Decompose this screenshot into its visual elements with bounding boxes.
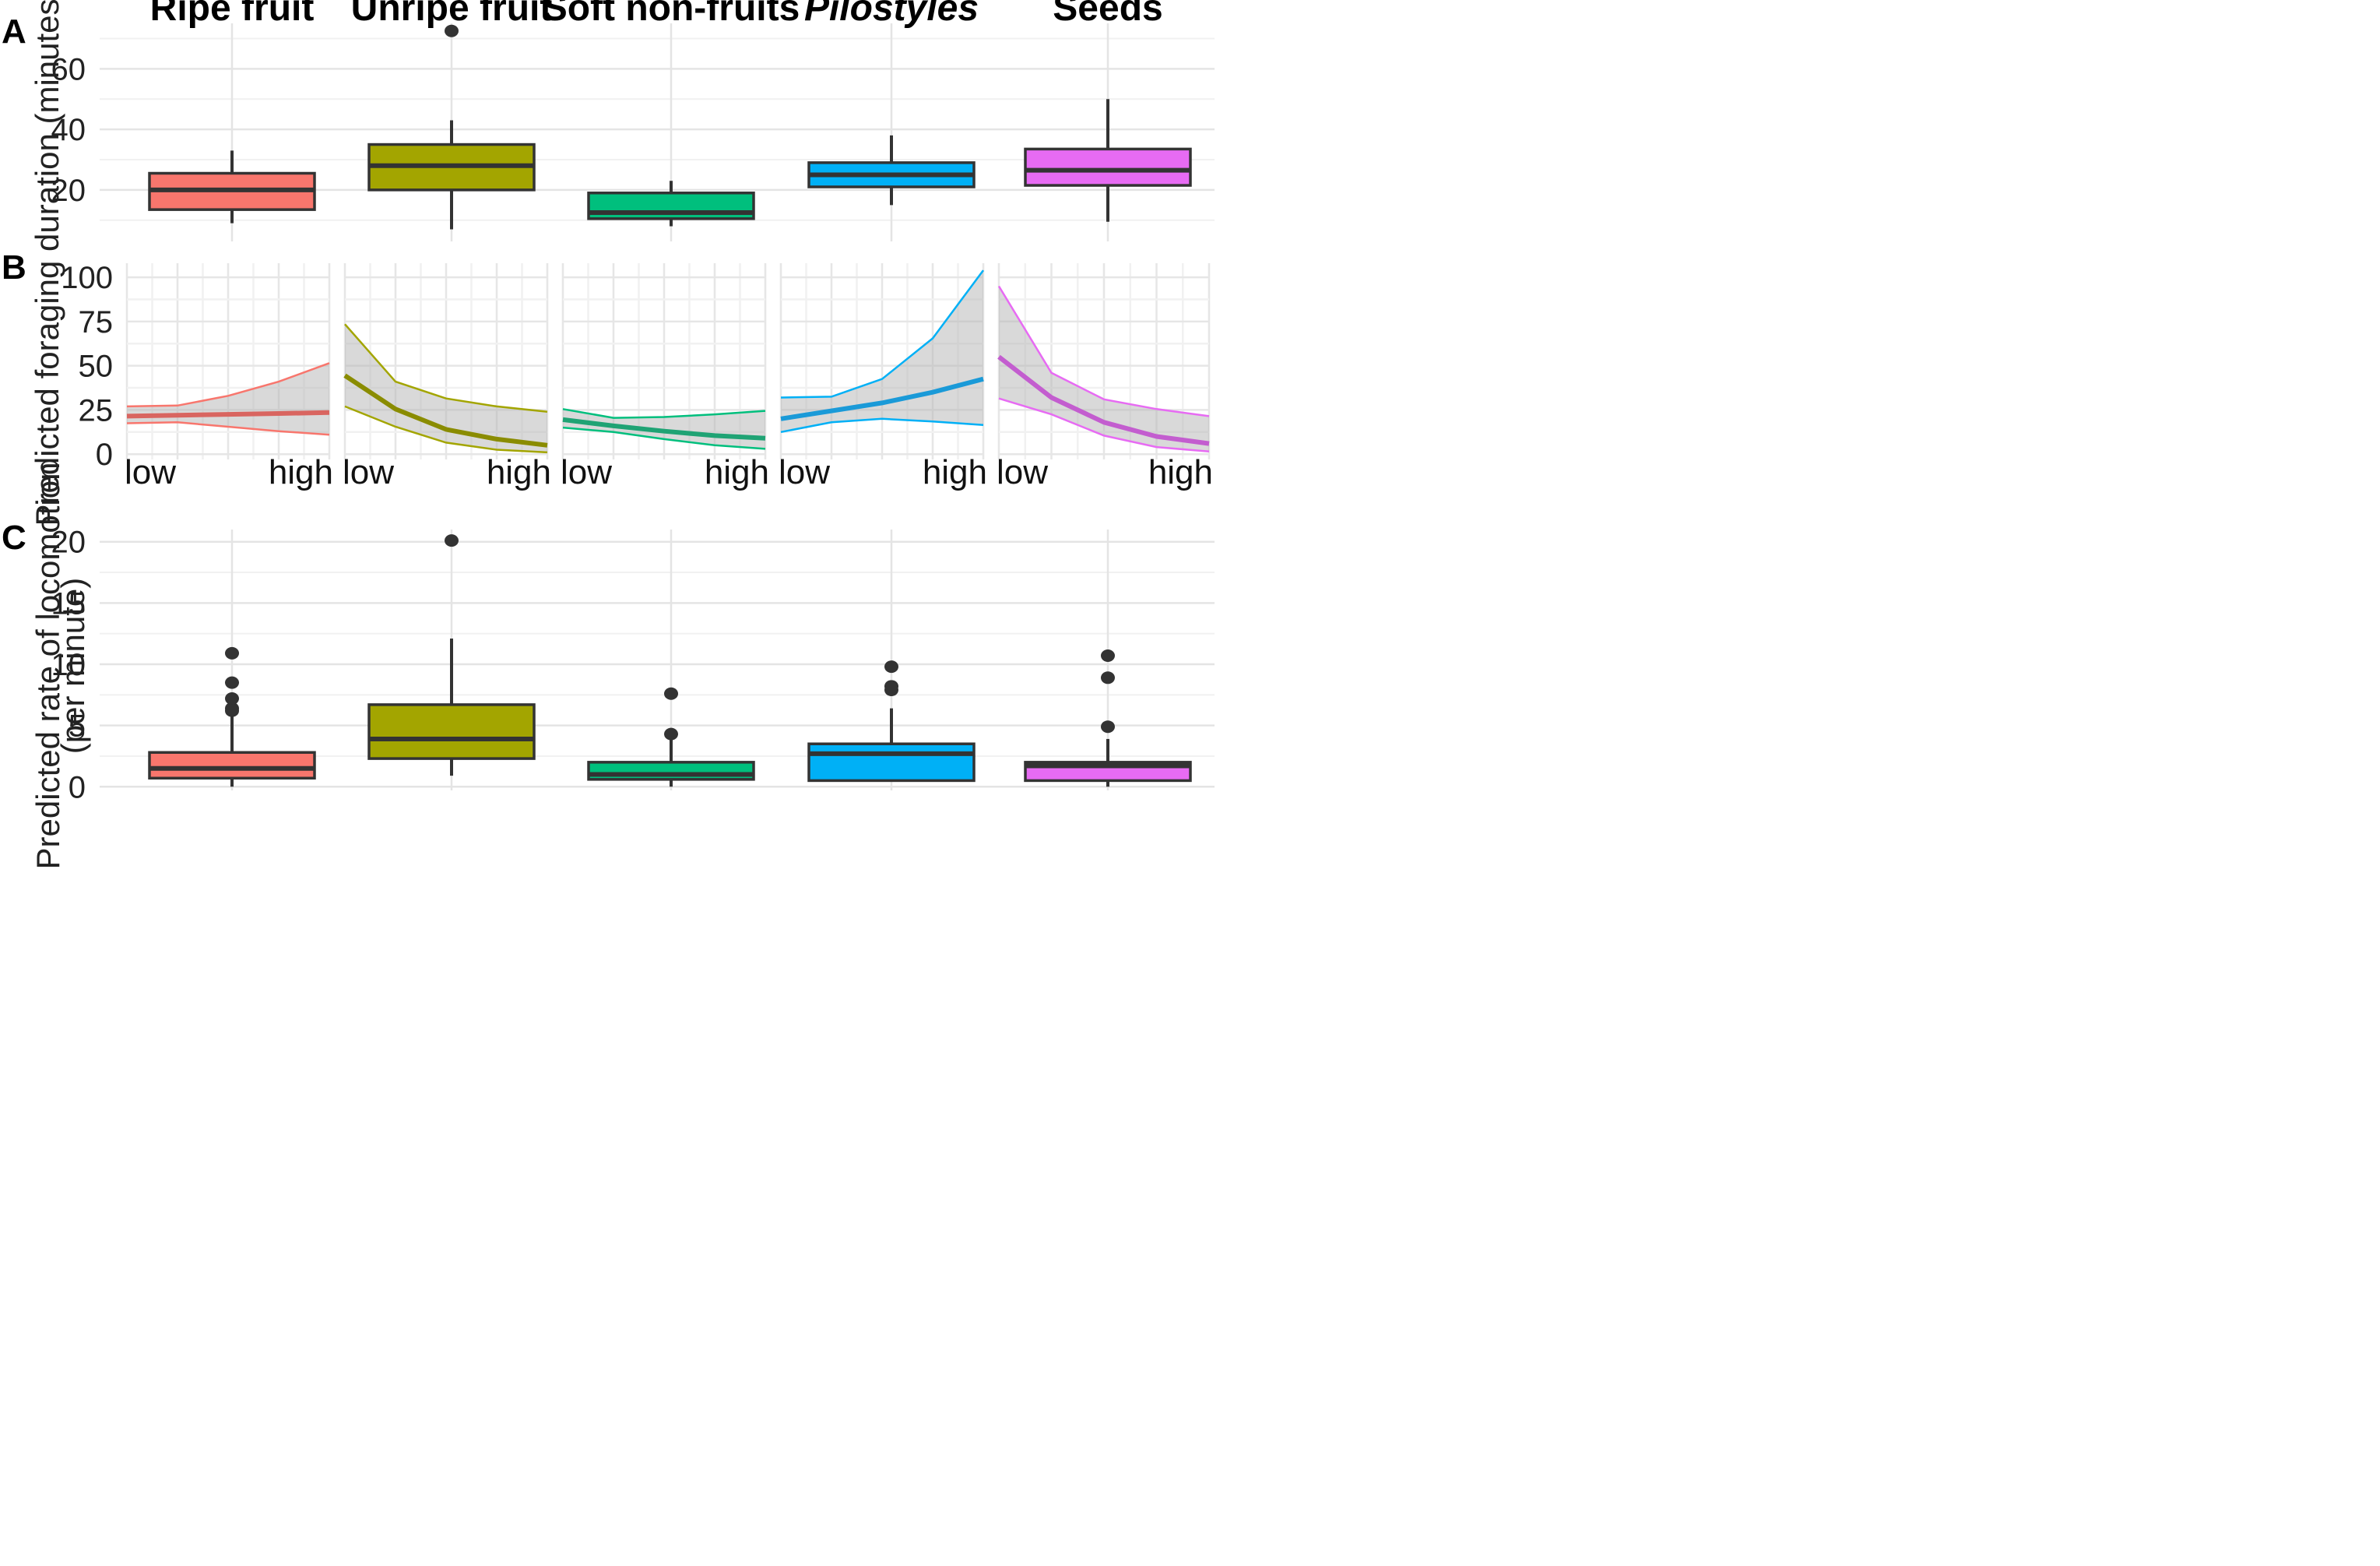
y-tick-label: 0	[96, 438, 113, 472]
y-tick-label: 40	[51, 113, 86, 147]
confidence-ribbon	[999, 286, 1209, 452]
outlier-point	[225, 702, 239, 715]
box-body	[148, 751, 316, 780]
x-high-label: high	[1148, 453, 1213, 491]
y-tick-label: 20	[51, 526, 86, 560]
y-tick-label: 15	[51, 586, 86, 621]
fit-line	[562, 417, 766, 441]
y-tick-label: 50	[79, 350, 114, 384]
outlier-point	[445, 24, 459, 37]
panel-label: C	[2, 519, 26, 557]
x-low-label: low	[125, 453, 176, 491]
y-tick-label: 75	[79, 305, 114, 340]
panel-c: 0 5 10 15 20 C Predicted rate of locomotion(pe…	[2, 463, 1215, 870]
y-axis-title-locomotion: Predicted rate of locomotion	[30, 463, 66, 870]
outlier-point	[1101, 720, 1115, 734]
y-axis-title-duration: Predicted foraging duration (minutes)	[29, 0, 65, 526]
facet-unripe-fruit: low high	[343, 263, 551, 491]
x-low-label: low	[343, 453, 394, 491]
fit-line	[997, 354, 1210, 446]
panel-a: 20 40 60 A	[2, 12, 1215, 241]
x-high-label: high	[923, 453, 987, 491]
upper-bound-line	[562, 408, 766, 419]
lower-bound-line	[998, 397, 1210, 453]
box-body	[807, 742, 976, 783]
panel-label: A	[2, 12, 26, 51]
y-tick-label: 20	[51, 174, 86, 208]
outlier-point	[225, 646, 239, 660]
lower-bound-line	[344, 405, 548, 454]
x-high-label: high	[269, 453, 333, 491]
x-high-label: high	[705, 453, 769, 491]
lower-bound-line	[780, 417, 984, 434]
facet-soft-non-fruits: low high	[561, 263, 769, 491]
outlier-point	[1101, 649, 1115, 662]
y-axis-title-locomotion-unit: (per minute)	[54, 578, 91, 754]
outlier-point	[445, 534, 459, 547]
upper-bound-line	[997, 285, 1210, 417]
facet-ripe-fruit: low high	[125, 263, 333, 491]
fit-line	[343, 373, 548, 448]
x-high-label: high	[487, 453, 551, 491]
box-ripe-fruit	[148, 646, 316, 787]
outlier-point	[225, 692, 239, 706]
x-low-label: low	[561, 453, 612, 491]
outlier-point	[664, 687, 678, 700]
upper-bound-line	[126, 362, 330, 408]
box-ripe-fruit	[148, 150, 316, 223]
box-pilostyles	[807, 660, 976, 783]
box-unripe-fruit	[367, 534, 536, 776]
y-tick-label: 60	[51, 52, 86, 86]
y-tick-label: 10	[51, 648, 86, 682]
box-pilostyles	[807, 135, 976, 206]
box-body	[367, 703, 536, 760]
fit-line	[126, 410, 330, 419]
outlier-point	[884, 680, 898, 693]
box-body	[1024, 147, 1192, 187]
outlier-point	[225, 676, 239, 689]
y-tick-label: 100	[61, 261, 113, 295]
outlier-point	[1101, 671, 1115, 684]
box-soft-non-fruits	[587, 181, 755, 227]
upper-bound-line	[344, 323, 548, 413]
upper-bound-line	[780, 269, 985, 399]
lower-bound-line	[562, 426, 766, 450]
box-seeds	[1024, 649, 1192, 787]
y-tick-label: 25	[79, 393, 114, 428]
x-low-label: low	[997, 453, 1048, 491]
y-tick-label: 0	[69, 770, 86, 804]
confidence-ribbon	[345, 324, 547, 452]
x-low-label: low	[779, 453, 830, 491]
box-soft-non-fruits	[587, 687, 755, 787]
outlier-point	[664, 727, 678, 741]
box-seeds	[1024, 99, 1192, 222]
box-unripe-fruit	[367, 24, 536, 230]
fit-line	[780, 376, 984, 421]
y-tick-label: 5	[69, 709, 86, 744]
outlier-point	[884, 660, 898, 674]
panel-label: B	[2, 248, 26, 287]
facet-seeds: low high	[997, 263, 1213, 491]
lower-bound-line	[126, 421, 330, 436]
facet-pilostyles: low high	[779, 263, 987, 491]
